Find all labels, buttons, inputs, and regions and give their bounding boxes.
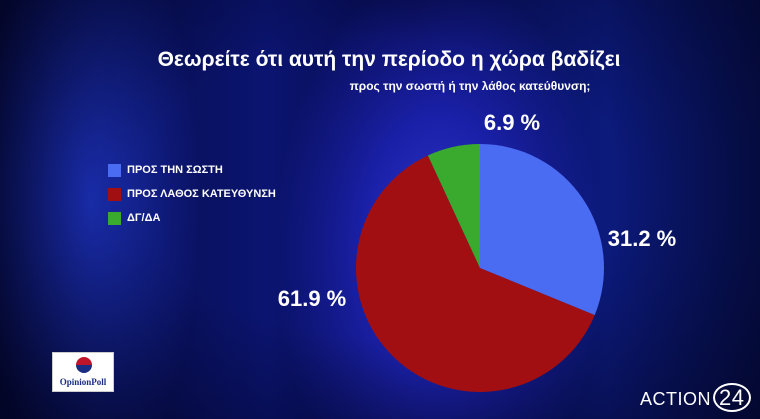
legend-item-correct: ΠΡΟΣ ΤΗΝ ΣΩΣΤΗ <box>108 158 276 182</box>
opinionpoll-logo: OpinionPoll <box>52 352 114 392</box>
slice-label-correct: 31.2 % <box>608 226 677 251</box>
pie-slice-dk <box>427 144 480 268</box>
chart-title: Θεωρείτε ότι αυτή την περίοδο η χώρα βαδ… <box>157 48 621 71</box>
opinionpoll-logo-mark <box>76 357 92 373</box>
legend-swatch <box>108 187 121 201</box>
legend-label: ΠΡΟΣ ΤΗΝ ΣΩΣΤΗ <box>127 164 223 176</box>
legend-label: ΠΡΟΣ ΛΑΘΟΣ ΚΑΤΕΥΘΥΝΣΗ <box>127 188 276 200</box>
pie-slice-correct <box>480 144 604 316</box>
legend: ΠΡΟΣ ΤΗΝ ΣΩΣΤΗ ΠΡΟΣ ΛΑΘΟΣ ΚΑΤΕΥΘΥΝΣΗ ΔΓ/… <box>108 158 276 230</box>
legend-item-dk: ΔΓ/ΔΑ <box>108 206 276 230</box>
action24-logo-text: ACTION <box>640 389 712 409</box>
legend-swatch <box>108 163 121 177</box>
slice-label-dk: 6.9 % <box>484 110 540 135</box>
legend-label: ΔΓ/ΔΑ <box>127 212 161 224</box>
pie-slice-wrong <box>356 155 595 392</box>
slice-label-wrong: 61.9 % <box>278 286 347 311</box>
action24-logo-number: 24 <box>713 383 751 412</box>
action24-logo: ACTION 24 <box>640 383 751 412</box>
legend-item-wrong: ΠΡΟΣ ΛΑΘΟΣ ΚΑΤΕΥΘΥΝΣΗ <box>108 182 276 206</box>
chart-subtitle: προς την σωστή ή την λάθος κατεύθυνση; <box>349 79 591 93</box>
opinionpoll-logo-text: OpinionPoll <box>59 377 107 387</box>
legend-swatch <box>108 211 121 225</box>
